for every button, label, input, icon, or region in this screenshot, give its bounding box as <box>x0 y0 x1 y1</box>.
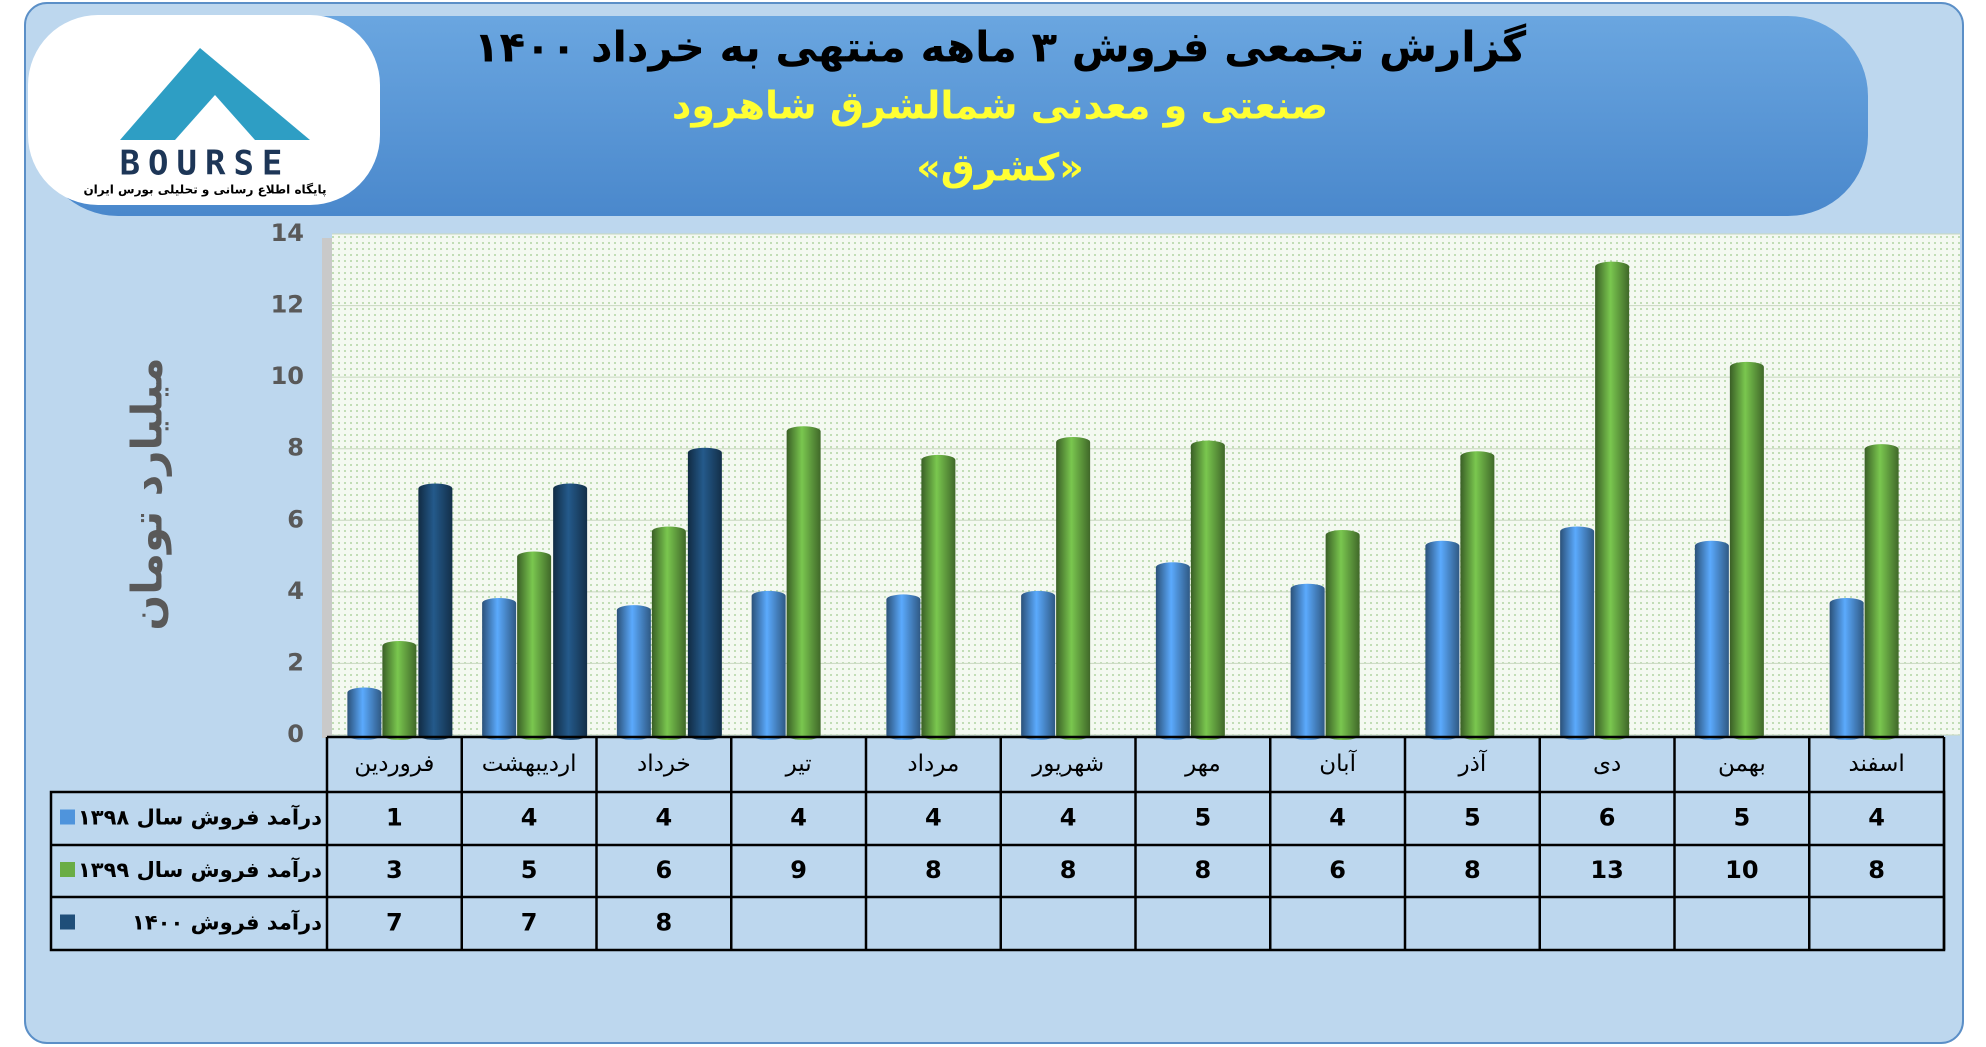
chart-subtitle: صنعتی و معدنی شمالشرق شاهرود <box>672 84 1328 129</box>
plot-area <box>332 234 1960 735</box>
x-tick-label: بهمن <box>1718 751 1766 777</box>
bar <box>1460 451 1495 740</box>
x-tick-label: اسفند <box>1848 751 1904 777</box>
legend-swatch <box>60 809 75 825</box>
bar <box>1290 583 1325 740</box>
data-label: 4 <box>521 804 538 832</box>
bar <box>1190 440 1225 740</box>
x-tick-label: اردیبهشت <box>482 751 577 777</box>
bar <box>1829 598 1864 740</box>
bar <box>786 426 821 740</box>
bar <box>1425 540 1460 740</box>
x-tick-label: آذر <box>1458 749 1488 777</box>
bar <box>1864 444 1899 740</box>
data-label: 13 <box>1590 856 1623 884</box>
data-label: 1 <box>386 804 403 832</box>
chart-subtitle: «کشرق» <box>916 146 1084 190</box>
logo-subtitle: پایگاه اطلاع رسانی و تحلیلی بورس ایران <box>83 183 326 198</box>
data-label: 8 <box>1060 856 1077 884</box>
x-tick-label: فروردین <box>354 751 434 777</box>
data-label: 9 <box>790 856 807 884</box>
logo-shape <box>120 48 310 140</box>
y-tick-label: 12 <box>271 291 304 319</box>
bar <box>751 590 786 740</box>
data-label: 8 <box>1464 856 1481 884</box>
bar <box>553 483 588 740</box>
legend-label: درآمد فروش ۱۴۰۰ <box>132 910 322 935</box>
x-tick-label: شهریور <box>1031 751 1104 777</box>
bar <box>1155 562 1190 740</box>
data-label: 5 <box>1464 804 1481 832</box>
bar <box>482 598 517 740</box>
legend-label: درآمد فروش سال ۱۳۹۹ <box>78 857 322 882</box>
data-label: 4 <box>790 804 807 832</box>
bar <box>1560 526 1595 740</box>
y-tick-label: 14 <box>271 219 304 247</box>
x-tick-label: آبان <box>1319 749 1357 777</box>
bar <box>651 526 686 740</box>
data-label: 10 <box>1725 856 1758 884</box>
data-label: 5 <box>521 856 538 884</box>
title-banner <box>38 16 1868 216</box>
bar <box>687 447 722 740</box>
y-tick-label: 10 <box>271 362 304 390</box>
side-wall <box>322 238 332 738</box>
bar <box>1694 540 1729 740</box>
logo-text: BOURSE <box>120 144 291 184</box>
bar <box>1729 361 1764 740</box>
data-label: 4 <box>656 804 673 832</box>
data-label: 4 <box>925 804 942 832</box>
bar <box>1325 530 1360 740</box>
bar <box>921 454 956 740</box>
legend-swatch <box>60 862 75 877</box>
data-label: 8 <box>925 856 942 884</box>
data-label: 7 <box>386 909 403 937</box>
data-label: 4 <box>1868 804 1885 832</box>
bar <box>517 551 552 740</box>
bar <box>1021 590 1056 740</box>
x-tick-label: مهر <box>1184 751 1221 777</box>
y-tick-label: 6 <box>287 505 304 533</box>
data-label: 7 <box>521 909 538 937</box>
bar <box>382 640 417 740</box>
data-label: 3 <box>386 856 403 884</box>
legend-swatch <box>60 914 75 930</box>
data-label: 5 <box>1195 804 1212 832</box>
data-label: 6 <box>1599 804 1616 832</box>
y-axis-label: میلیارد تومان <box>123 357 173 630</box>
data-label: 4 <box>1329 804 1346 832</box>
bar <box>1056 436 1091 740</box>
data-label: 8 <box>656 909 673 937</box>
data-label: 4 <box>1060 804 1077 832</box>
logo-shape <box>175 95 255 140</box>
legend-label: درآمد فروش سال ۱۳۹۸ <box>78 805 322 830</box>
bar <box>1595 261 1630 740</box>
x-tick-label: دی <box>1593 751 1621 777</box>
data-label: 8 <box>1195 856 1212 884</box>
data-label: 5 <box>1734 804 1751 832</box>
y-tick-label: 0 <box>287 720 304 748</box>
y-tick-label: 4 <box>287 577 304 605</box>
x-tick-label: خرداد <box>637 751 691 777</box>
y-tick-label: 8 <box>287 434 304 462</box>
data-label: 6 <box>1329 856 1346 884</box>
bar <box>616 605 651 740</box>
x-tick-label: تیر <box>785 751 812 777</box>
data-label: 8 <box>1868 856 1885 884</box>
chart-title: گزارش تجمعی فروش ۳ ماهه منتهی به خرداد ۱… <box>474 23 1527 73</box>
bar <box>886 594 921 740</box>
y-tick-label: 2 <box>287 648 304 676</box>
bar <box>347 687 382 740</box>
data-label: 6 <box>656 856 673 884</box>
bar <box>418 483 453 740</box>
x-tick-label: مرداد <box>907 751 959 777</box>
